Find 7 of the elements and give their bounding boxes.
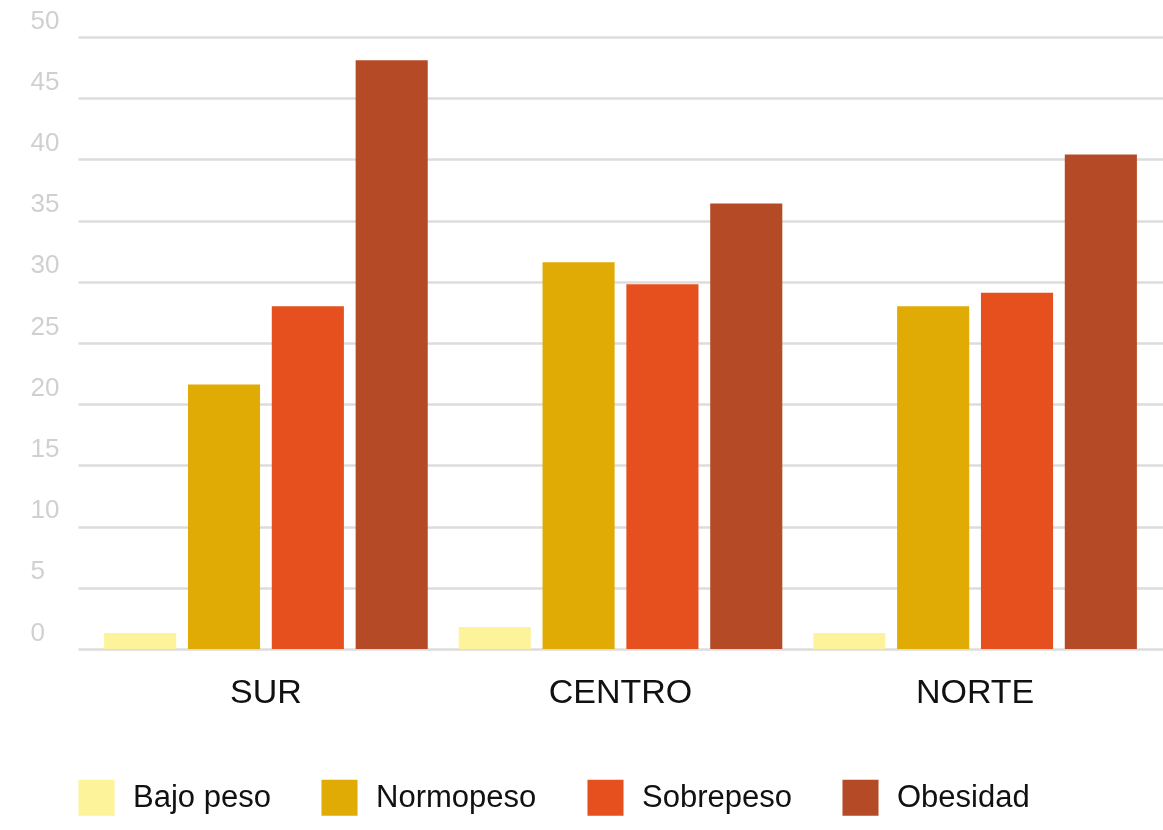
x-tick-label: CENTRO: [548, 671, 693, 710]
legend-label: Normopeso: [376, 778, 537, 814]
x-tick-label: NORTE: [915, 671, 1035, 710]
legend-label: Bajo peso: [133, 778, 271, 814]
x-tick-label: SUR: [230, 671, 302, 710]
legend-label: Obesidad: [897, 778, 1030, 814]
legend-label: Sobrepeso: [642, 778, 792, 814]
